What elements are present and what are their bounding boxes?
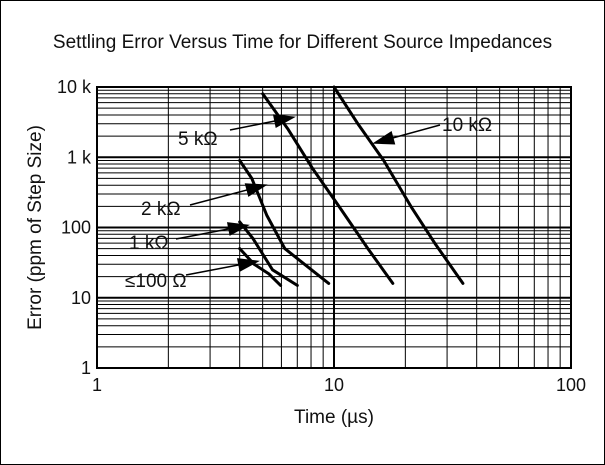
series-line-line-1k <box>238 220 299 287</box>
annotation-5k-label: 5 kΩ <box>178 129 218 150</box>
y-tick-label: 10 k <box>57 77 92 97</box>
annotation-1k-label: 1 kΩ <box>129 233 169 254</box>
y-tick-label: 100 <box>61 218 91 238</box>
series-line-line-10k <box>332 85 465 285</box>
y-tick-labels: 1 10 100 1 k 10 k <box>57 77 92 378</box>
series-line-line-100 <box>238 247 283 287</box>
series-line-line-2k <box>238 159 331 285</box>
annotation-5k-arrowhead <box>272 114 296 128</box>
x-axis-label: Time (µs) <box>294 407 374 428</box>
y-axis-label: Error (ppm of Step Size) <box>25 125 46 330</box>
y-tick-label: 1 k <box>67 147 92 167</box>
annotation-100-label: ≤100 Ω <box>125 271 187 292</box>
x-tick-labels: 1 10 100 <box>92 375 586 395</box>
annotation-10k-label: 10 kΩ <box>442 115 492 136</box>
annotation-10k-arrowhead <box>372 131 396 145</box>
annotation-2k-arrowhead <box>244 183 268 197</box>
annotation-1k-arrowhead <box>227 222 250 236</box>
annotation-100-arrowhead <box>237 258 260 272</box>
annotation-2k-label: 2 kΩ <box>141 199 181 220</box>
x-tick-label: 100 <box>556 375 586 395</box>
y-tick-label: 1 <box>81 358 91 378</box>
x-tick-label: 10 <box>324 375 344 395</box>
grid <box>97 87 571 368</box>
x-tick-label: 1 <box>92 375 102 395</box>
annotations: 10 kΩ 5 kΩ 2 kΩ 1 kΩ ≤100 Ω <box>125 114 492 292</box>
chart-title: Settling Error Versus Time for Different… <box>52 32 553 53</box>
y-tick-label: 10 <box>71 288 91 308</box>
